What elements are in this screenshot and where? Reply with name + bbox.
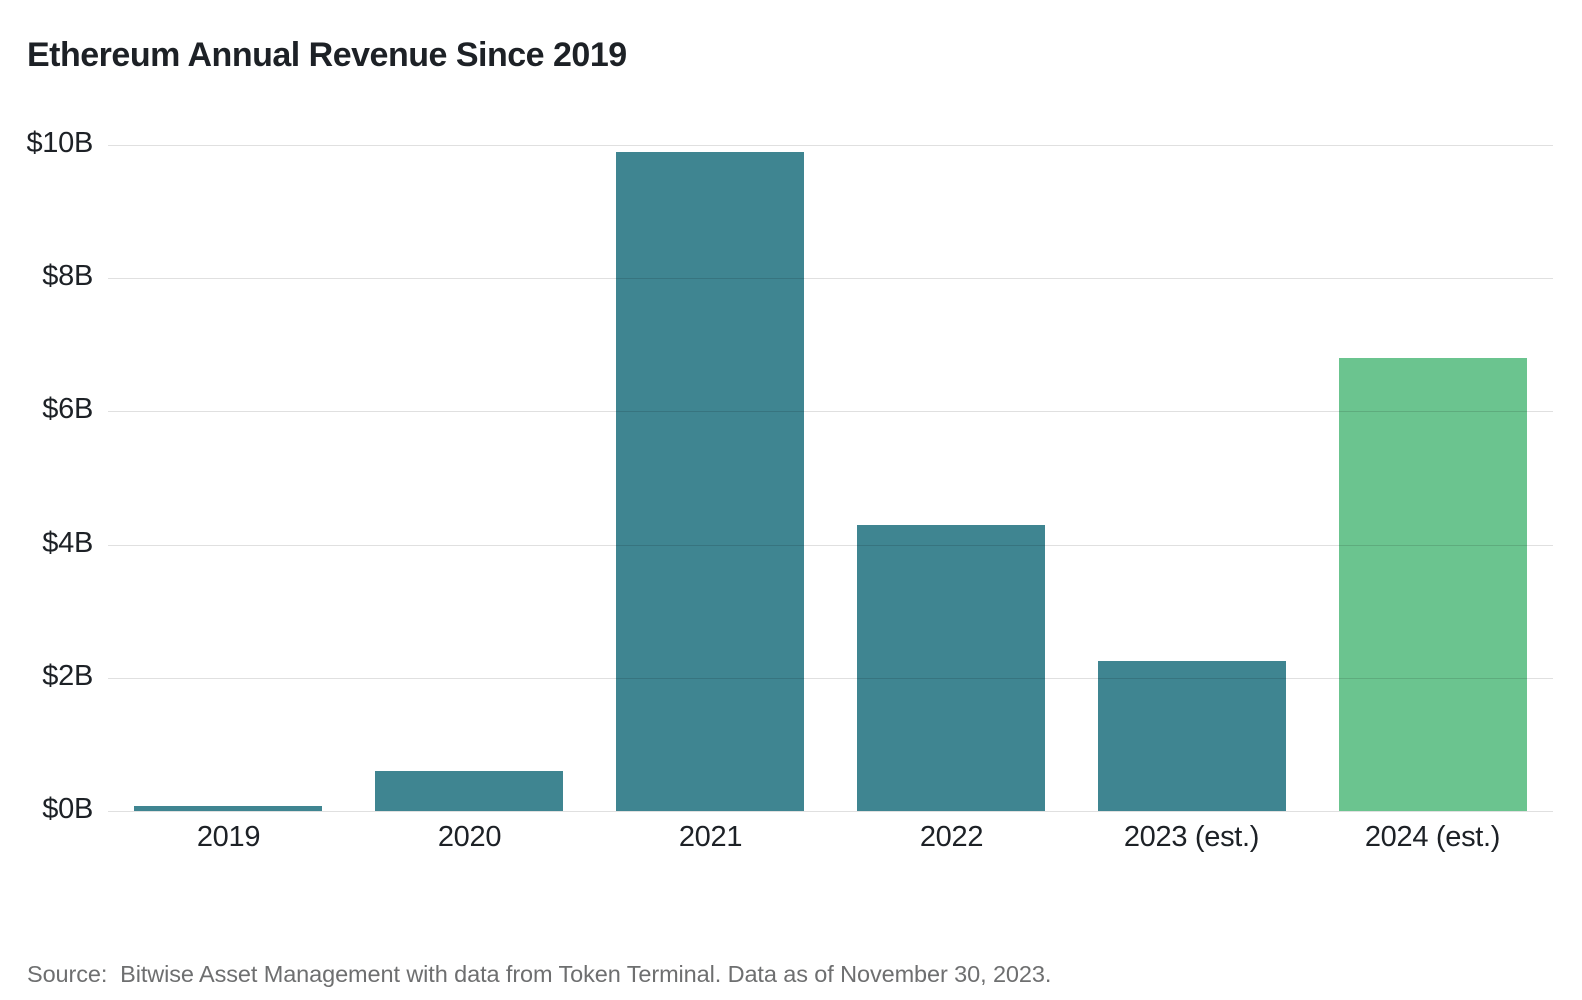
- gridline: [108, 278, 1553, 279]
- x-tick-label: 2020: [437, 821, 502, 853]
- gridline: [108, 811, 1553, 812]
- bar-2021: [616, 152, 804, 811]
- y-tick-label: $0B: [42, 793, 93, 825]
- gridline: [108, 678, 1553, 679]
- x-tick-label: 2024 (est.): [1364, 821, 1501, 853]
- bar-2019: [134, 806, 322, 811]
- x-tick-label: 2021: [678, 821, 743, 853]
- y-tick-label: $8B: [42, 260, 93, 292]
- gridline: [108, 411, 1553, 412]
- bar-2024 (est.): [1339, 358, 1527, 811]
- bar-2022: [857, 525, 1045, 811]
- x-tick-label: 2019: [196, 821, 261, 853]
- bar-2020: [375, 771, 563, 811]
- x-tick-label: 2023 (est.): [1123, 821, 1260, 853]
- gridline: [108, 545, 1553, 546]
- chart-title: Ethereum Annual Revenue Since 2019: [27, 36, 627, 74]
- y-tick-label: $10B: [26, 127, 93, 159]
- y-tick-label: $4B: [42, 527, 93, 559]
- bar-2023 (est.): [1098, 661, 1286, 811]
- gridline: [108, 145, 1553, 146]
- x-tick-label: 2022: [919, 821, 984, 853]
- y-tick-label: $6B: [42, 393, 93, 425]
- chart-footer: Source: Bitwise Asset Management with da…: [27, 897, 1134, 1000]
- y-tick-label: $2B: [42, 660, 93, 692]
- source-text: Source: Bitwise Asset Management with da…: [27, 961, 1052, 987]
